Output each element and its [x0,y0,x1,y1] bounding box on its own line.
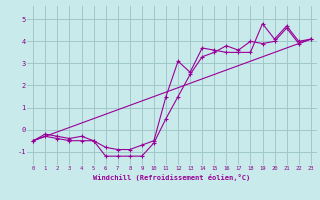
X-axis label: Windchill (Refroidissement éolien,°C): Windchill (Refroidissement éolien,°C) [93,174,251,181]
